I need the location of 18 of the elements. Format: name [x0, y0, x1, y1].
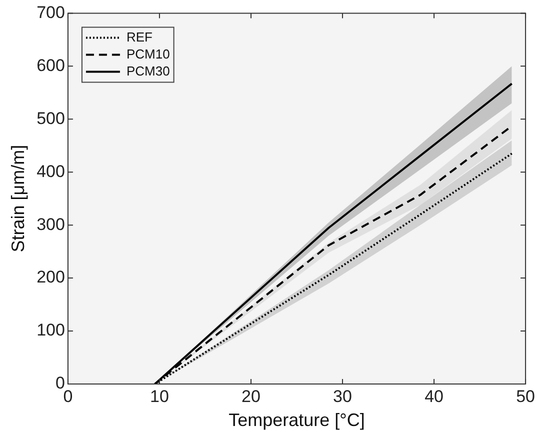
legend-label: PCM10 — [126, 46, 170, 62]
y-axis-title: Strain [μm/m] — [8, 144, 28, 252]
y-tick-label: 100 — [36, 320, 65, 340]
y-tick-label: 500 — [36, 108, 65, 128]
legend-label: PCM30 — [126, 63, 170, 78]
x-tick-label: 20 — [242, 386, 260, 406]
x-tick-label: 30 — [333, 386, 352, 406]
y-tick-label: 200 — [36, 268, 65, 287]
y-tick-label: 700 — [36, 2, 65, 22]
x-tick-label: 10 — [150, 386, 169, 406]
y-tick-label: 400 — [36, 162, 65, 181]
x-tick-label: 40 — [424, 386, 444, 406]
legend-label: REF — [126, 29, 153, 44]
y-tick-label: 600 — [36, 56, 65, 75]
y-tick-label: 300 — [36, 214, 65, 234]
x-tick-label: 50 — [516, 386, 536, 406]
x-axis-title: Temperature [°C] — [228, 410, 365, 430]
y-tick-label: 0 — [55, 374, 65, 393]
